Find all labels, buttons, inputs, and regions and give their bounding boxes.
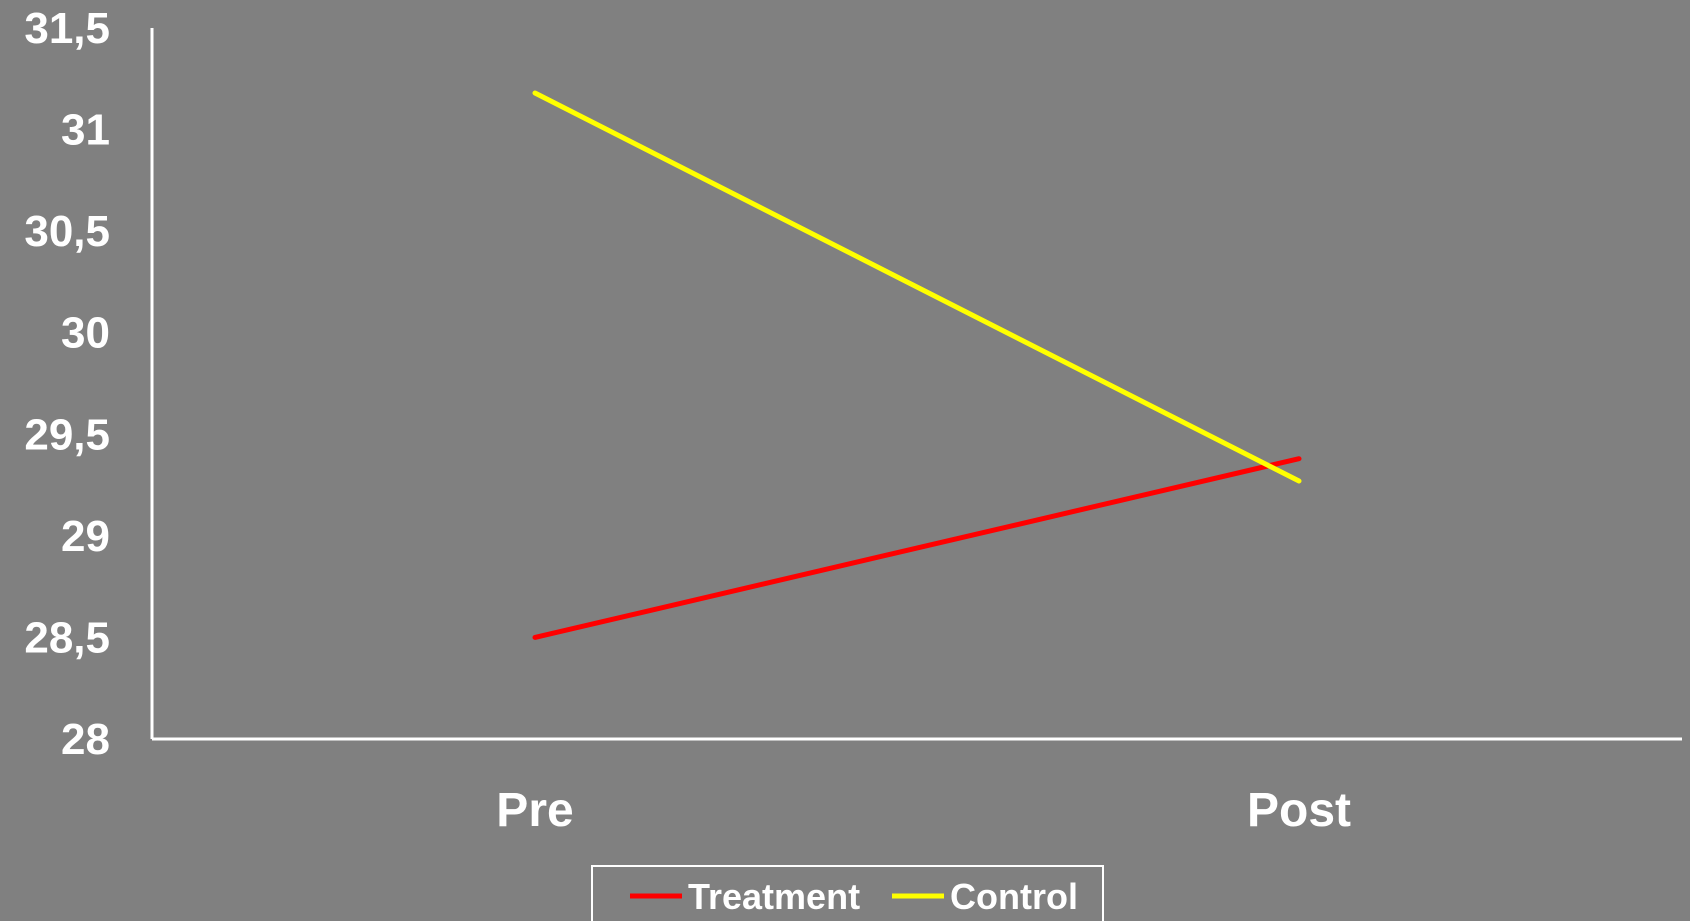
y-tick-label: 28 [61,715,110,764]
y-tick-label: 30 [61,309,110,358]
y-tick-label: 29,5 [24,410,110,459]
legend-box [591,865,1104,921]
y-tick-label: 31 [61,106,110,155]
x-category-label: Post [1247,784,1351,837]
y-tick-label: 28,5 [24,613,110,662]
series-line-control [532,90,1302,484]
y-tick-label: 29 [61,512,110,561]
x-category-label: Pre [496,784,573,837]
series-lines [532,90,1302,640]
series-line-treatment [532,456,1302,640]
y-tick-label: 31,5 [24,4,110,53]
legend-items: Treatment Control [630,876,1078,917]
y-axis-tick-labels: 28 28,5 29 29,5 30 30,5 31 31,5 [24,4,110,764]
legend-label-control: Control [950,876,1078,917]
y-tick-label: 30,5 [24,207,110,256]
legend: Treatment Control [591,865,1104,921]
x-axis-category-labels: Pre Post [496,784,1351,837]
legend-label-treatment: Treatment [688,876,860,917]
